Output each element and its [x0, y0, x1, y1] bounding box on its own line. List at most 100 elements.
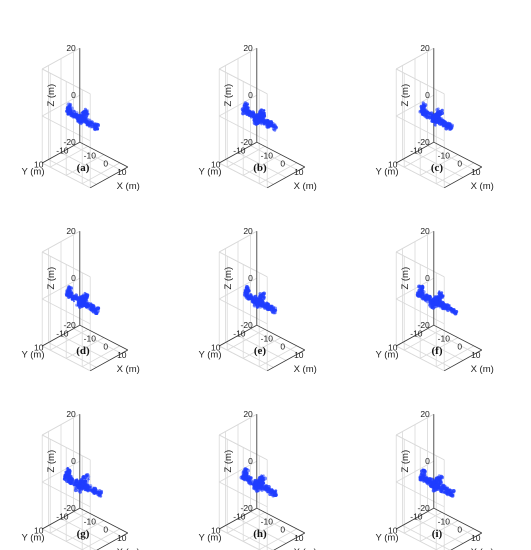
z-tick-label: 0	[425, 456, 430, 466]
scatter-point	[93, 127, 98, 132]
y-axis-line	[219, 324, 257, 347]
y-axis-line-right	[444, 349, 482, 372]
scatter-point	[428, 298, 432, 302]
z-axis-label: Z (m)	[223, 450, 234, 473]
scatter3d-axes: -20 0 20 -10 0 10 -10 10 Z (m) X (m) Y (m) (d)	[21, 226, 139, 375]
scatter-point	[92, 126, 95, 129]
scatter-point	[243, 108, 246, 111]
scatter-point	[423, 109, 426, 111]
scatter-point	[426, 293, 429, 296]
x-tick-label: 10	[471, 350, 481, 360]
x-tick-label: 10	[294, 350, 304, 360]
y-tick-label: 10	[388, 526, 398, 536]
y-axis-line-right	[444, 166, 482, 189]
y-axis-line	[396, 141, 434, 164]
x-axis-label: X (m)	[471, 547, 494, 550]
scatter-point	[241, 112, 245, 116]
scatter-point	[87, 478, 90, 481]
scatter-point	[419, 477, 421, 480]
scatter-point	[429, 480, 432, 484]
y-tick-label: 10	[211, 343, 221, 353]
scatter-point	[453, 311, 456, 314]
scatter-point	[257, 112, 262, 117]
y-tick-label: 10	[34, 526, 44, 536]
scatter-point	[421, 113, 424, 117]
panel-caption: (b)	[253, 162, 267, 174]
scatter-point	[438, 302, 441, 306]
panel-caption: (f)	[432, 345, 443, 357]
scatter-point	[440, 475, 445, 480]
y-tick-label: 10	[211, 526, 221, 536]
x-tick-label: 10	[117, 167, 127, 177]
scatter-point	[425, 110, 429, 114]
scatter-point	[84, 488, 86, 491]
scatter-point	[272, 490, 275, 493]
z-tick-label: -20	[418, 503, 431, 513]
scatter-point	[422, 468, 426, 473]
x-tick-label: 0	[280, 525, 285, 535]
scatter-point	[435, 477, 439, 482]
scatter-point	[246, 468, 250, 473]
x-axis-line	[256, 507, 305, 534]
y-tick-label: -10	[233, 512, 246, 522]
scatter-point	[69, 109, 73, 113]
y-axis-label: Y (m)	[21, 167, 44, 178]
scatter-point	[418, 284, 422, 288]
panel-caption: (g)	[77, 528, 90, 540]
scatter-point	[93, 310, 99, 316]
scatter-point	[76, 479, 79, 482]
scatter-point	[268, 304, 273, 309]
z-axis-label: Z (m)	[46, 450, 57, 473]
scatter-point	[74, 482, 78, 485]
x-tick-label: 10	[294, 533, 304, 543]
z-tick-label: 20	[66, 226, 76, 236]
scatter-point	[248, 292, 253, 298]
z-tick-label: -20	[64, 503, 77, 513]
z-tick-label: 20	[420, 226, 430, 236]
scatter3d-axes: -20 0 20 -10 0 10 -10 10 Z (m) X (m) Y (m) (h)	[198, 409, 317, 550]
scatter-point	[271, 125, 275, 129]
scatter-point	[81, 482, 85, 487]
scatter-point	[243, 291, 246, 294]
scatter-point	[70, 111, 73, 114]
scatter-point	[266, 307, 271, 312]
scatter-point	[441, 119, 445, 122]
scatter-point	[439, 296, 443, 299]
x-tick-label: -10	[438, 333, 451, 343]
x-axis-label: X (m)	[117, 364, 140, 375]
scatter-point	[76, 304, 79, 307]
z-tick-label: -20	[241, 320, 254, 330]
scatter-point	[71, 296, 74, 300]
y-axis-line-right	[273, 532, 305, 550]
scatter-point	[443, 491, 447, 494]
x-tick-label: 0	[103, 342, 108, 352]
scatter-point	[73, 479, 78, 483]
scatter-point	[244, 293, 247, 296]
scatter-point	[251, 300, 256, 304]
scatter-point	[264, 485, 267, 488]
scatter-point	[77, 486, 81, 489]
z-tick-label: 20	[66, 43, 76, 53]
scatter-point	[438, 480, 441, 483]
panel-caption: (e)	[254, 345, 267, 357]
scatter-point	[67, 111, 71, 115]
scatter-point	[91, 123, 95, 126]
scatter-point	[271, 488, 274, 491]
x-axis-label: X (m)	[294, 364, 317, 375]
y-axis-label: Y (m)	[375, 533, 398, 544]
x-axis-line	[79, 324, 128, 351]
y-axis-line-right	[450, 532, 482, 550]
scatter-point	[255, 489, 259, 493]
x-tick-label: 10	[117, 533, 127, 543]
x-tick-label: -10	[84, 150, 97, 160]
y-axis-line-right	[267, 166, 305, 189]
z-tick-label: 20	[66, 409, 76, 419]
scatter-point	[262, 109, 266, 112]
scatter-point	[80, 485, 84, 489]
scatter-point	[438, 301, 443, 306]
scatter-point	[438, 117, 441, 120]
scatter-point	[451, 493, 454, 497]
y-tick-label: -10	[56, 146, 69, 156]
axes-box: -20 0 20 -10 0 10 -10 10 Z (m) X (m) Y (m)	[21, 226, 139, 375]
scatter-point	[245, 285, 249, 289]
